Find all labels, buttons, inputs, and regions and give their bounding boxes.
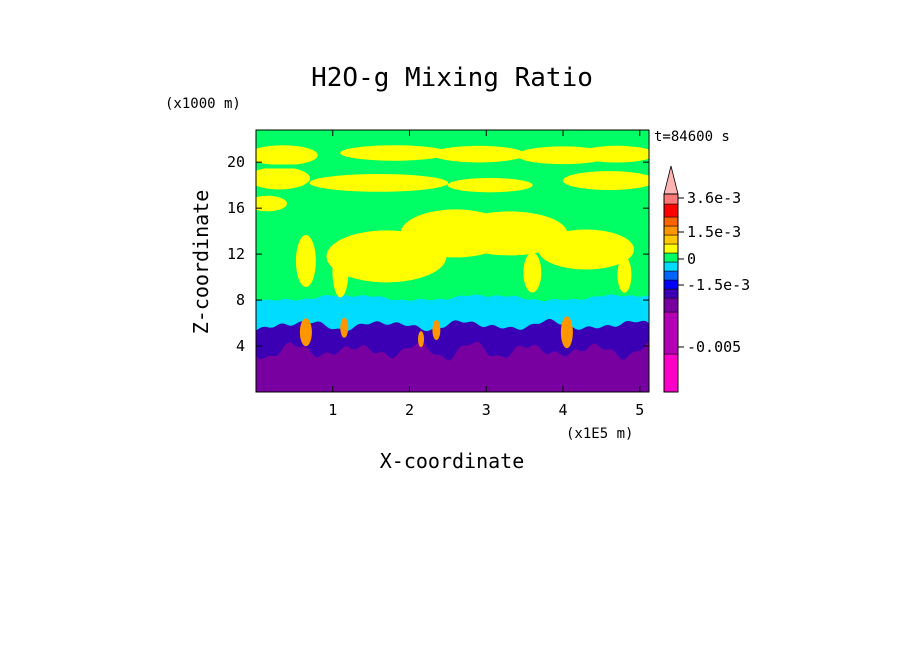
- colorbar-label: 0: [687, 250, 696, 268]
- layer-orange-core: [432, 319, 441, 340]
- colorbar-segment: [663, 297, 679, 313]
- x-tick-labels: 1 2 3 4 5: [328, 130, 644, 419]
- colorbar-frame: [663, 193, 679, 393]
- colorbar-arrow: [663, 165, 679, 195]
- colorbar-segment: [663, 203, 679, 218]
- layer-yellow-mass: [295, 235, 316, 287]
- colorbar-label: 3.6e-3: [687, 189, 741, 207]
- x-tick-label: 5: [635, 401, 644, 419]
- layer-yellow-mass: [617, 256, 632, 293]
- time-label: t=84600 s: [654, 129, 730, 145]
- layer-base-strip: [256, 164, 649, 169]
- layer-yellow-patch: [309, 173, 449, 192]
- y-tick-label: 4: [236, 337, 245, 355]
- layer-orange-core: [418, 331, 425, 348]
- layer-purple: [256, 341, 649, 392]
- y-unit-label: (x1000 m): [165, 96, 241, 112]
- colorbar-label: -1.5e-3: [687, 276, 750, 294]
- colorbar-segment: [663, 225, 679, 236]
- x-tick-label: 1: [328, 401, 337, 419]
- x-tick-label: 4: [559, 401, 568, 419]
- x-unit-label: (x1E5 m): [566, 426, 633, 442]
- y-tick-label: 8: [236, 291, 245, 309]
- layer-yellow-patch: [256, 145, 318, 166]
- colorbar-segment: [663, 311, 679, 355]
- colorbar-segment: [663, 261, 679, 272]
- layer-yellow-patch: [432, 145, 525, 163]
- colorbar-segment: [663, 234, 679, 245]
- plot-area: [255, 129, 650, 393]
- colorbar-segment: [663, 270, 679, 281]
- layer-yellow-mass: [523, 252, 542, 293]
- layer-orange-core: [340, 317, 349, 338]
- layer-yellow-patch: [256, 195, 288, 212]
- colorbar-segment: [663, 193, 679, 205]
- y-axis-label: Z-coordinate: [189, 190, 213, 335]
- x-tick-label: 3: [482, 401, 491, 419]
- layer-yellow-patch: [562, 171, 649, 191]
- colorbar-segment: [663, 353, 679, 393]
- colorbar-segment: [663, 279, 679, 290]
- colorbar-segment: [663, 243, 679, 254]
- layer-orange-core: [299, 318, 312, 347]
- colorbar-segment: [663, 288, 679, 299]
- layer-yellow-patch: [256, 167, 311, 190]
- y-tick-labels: 4 8 12 16 20: [227, 153, 649, 355]
- layer-yellow-mass: [451, 211, 568, 256]
- layer-yellow-mass: [332, 245, 349, 298]
- x-tick-label: 2: [405, 401, 414, 419]
- plot-frame: [255, 129, 650, 393]
- y-tick-label: 20: [227, 153, 245, 171]
- layer-orange-core: [560, 316, 573, 349]
- colorbar-label: -0.005: [687, 338, 741, 356]
- layer-yellow-patch: [340, 145, 449, 161]
- y-tick-label: 12: [227, 245, 245, 263]
- layer-yellow-mass: [538, 229, 635, 270]
- layer-yellow-patch: [578, 145, 649, 163]
- colorbar-label: 1.5e-3: [687, 223, 741, 241]
- y-tick-label: 16: [227, 199, 245, 217]
- colorbar: 3.6e-3 1.5e-3 0 -1.5e-3 -0.005: [663, 165, 750, 393]
- layer-yellow-patch: [447, 177, 533, 193]
- chart-title: H2O-g Mixing Ratio: [311, 63, 593, 93]
- x-axis-label: X-coordinate: [380, 449, 525, 473]
- colorbar-segment: [663, 252, 679, 263]
- colorbar-segment: [663, 216, 679, 227]
